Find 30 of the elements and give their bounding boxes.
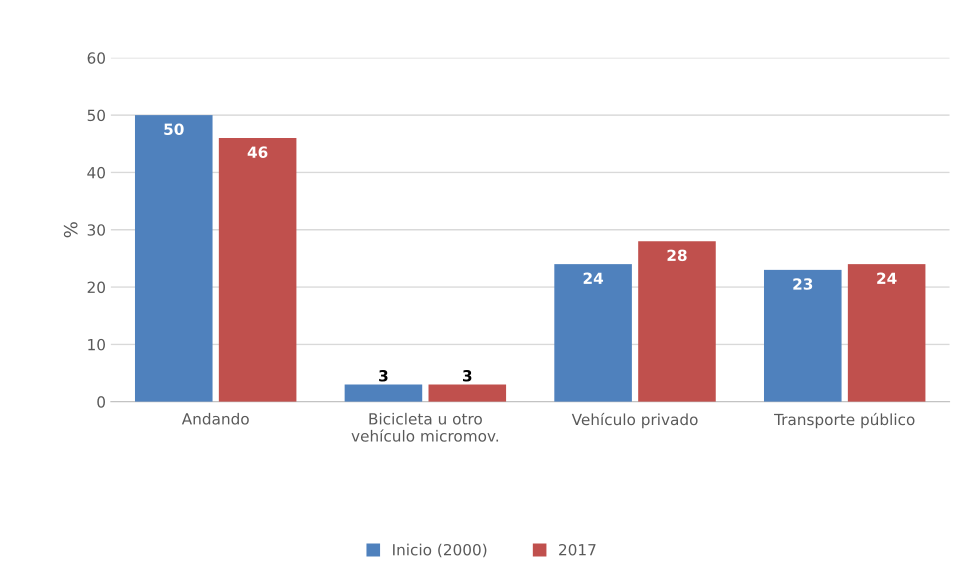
data-label: 50 (164, 123, 184, 136)
x-tick-label: Andando (182, 412, 249, 425)
bar (638, 241, 716, 402)
y-tick-label: 40 (87, 166, 105, 178)
data-label: 23 (793, 278, 812, 290)
data-label: 24 (877, 272, 897, 284)
x-tick-label: Vehículo privado (572, 412, 698, 428)
legend-label: Inicio (2000) (393, 544, 486, 558)
x-tick-label: Transporte público (774, 412, 914, 428)
y-axis-title: % (64, 222, 78, 238)
y-tick-label: 30 (88, 224, 105, 236)
y-tick-label: 20 (88, 282, 105, 294)
bar (344, 384, 422, 402)
bar (554, 264, 632, 402)
bar (218, 138, 296, 402)
y-tick-label: 60 (88, 52, 105, 64)
y-tick-label: 50 (88, 110, 105, 122)
y-tick-label: 10 (88, 338, 105, 350)
bar (134, 115, 213, 402)
bar (428, 384, 506, 402)
bar (764, 270, 842, 402)
data-label: 28 (668, 250, 687, 262)
data-label: 3 (379, 370, 388, 382)
data-label: 24 (584, 272, 604, 284)
legend-label: 2017 (559, 544, 596, 556)
x-tick-label: Bicicleta u otro vehículo micromov. (351, 412, 498, 442)
y-tick-label: 0 (97, 396, 105, 408)
bar (848, 264, 926, 402)
data-label: 46 (248, 146, 268, 158)
data-label: 3 (463, 370, 472, 382)
